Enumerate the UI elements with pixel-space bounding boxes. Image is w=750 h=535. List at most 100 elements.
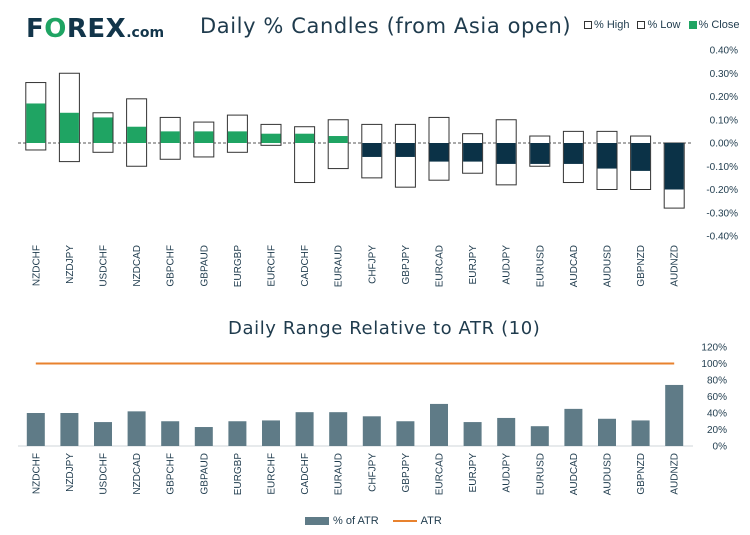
candle-close-eurcad: [429, 143, 449, 162]
x-label-audnzd: AUDNZD: [670, 453, 681, 495]
atr-chart-title: Daily Range Relative to ATR (10): [228, 318, 541, 339]
x-label-eurgbp: EURGBP: [233, 453, 244, 496]
x-label-gbpaud: GBPAUD: [199, 453, 210, 495]
x-label-nzdjpy: NZDJPY: [65, 245, 76, 284]
legend-swatch-pct-atr: [305, 517, 329, 525]
atr-bar-cadchf: [295, 412, 314, 446]
atr-bar-eurcad: [430, 403, 448, 446]
x-label-cadchf: CADCHF: [300, 245, 311, 287]
y-tick-label: 0.00%: [710, 139, 738, 150]
candles-chart-title: Daily % Candles (from Asia open): [200, 14, 572, 38]
candle-close-gbpjpy: [395, 143, 415, 157]
y-tick-label: 120%: [701, 343, 727, 354]
x-label-audusd: AUDUSD: [603, 453, 614, 495]
x-label-nzdjpy: NZDJPY: [65, 453, 76, 492]
candle-close-cadchf: [295, 133, 315, 143]
y-tick-label: 0.30%: [710, 69, 738, 80]
atr-bar-audusd: [598, 418, 616, 446]
candle-range-euraud: [327, 119, 349, 170]
candle-close-eurchf: [261, 133, 281, 143]
x-label-usdchf: USDCHF: [99, 245, 110, 287]
candle-close-eurjpy: [463, 143, 483, 162]
candle-close-chfjpy: [362, 143, 382, 157]
x-label-audusd: AUDUSD: [603, 245, 614, 287]
legend-item-pct-atr: % of ATR: [305, 515, 379, 527]
candle-close-audnzd: [664, 143, 684, 190]
x-label-nzdchf: NZDCHF: [31, 453, 42, 494]
x-label-audcad: AUDCAD: [569, 245, 580, 287]
x-label-audjpy: AUDJPY: [502, 453, 513, 493]
x-label-gbpaud: GBPAUD: [199, 245, 210, 287]
x-label-eurchf: EURCHF: [267, 453, 278, 495]
y-tick-label: -0.40%: [706, 232, 738, 243]
x-label-nzdcad: NZDCAD: [132, 453, 143, 495]
candle-close-audcad: [563, 143, 583, 164]
atr-bar-euraud: [329, 412, 348, 446]
x-label-eurjpy: EURJPY: [468, 245, 479, 285]
forex-logo: FOREX.com: [26, 14, 165, 44]
atr-bar-nzdcad: [127, 411, 146, 446]
x-label-audcad: AUDCAD: [569, 453, 580, 495]
y-tick-label: 0.10%: [710, 115, 738, 126]
x-label-chfjpy: CHFJPY: [367, 453, 378, 492]
atr-bar-nzdjpy: [60, 413, 79, 446]
y-tick-label: 0%: [713, 442, 728, 453]
y-tick-label: -0.10%: [706, 162, 738, 173]
candle-close-audusd: [597, 143, 617, 169]
candle-close-gbpnzd: [631, 143, 651, 171]
x-label-euraud: EURAUD: [334, 245, 345, 287]
candle-close-nzdjpy: [59, 112, 79, 143]
y-tick-label: 0.40%: [710, 46, 738, 57]
candles-chart: 0.40% 0.30% 0.20% 0.10% 0.00% -0.10% -0.20% -0.…: [18, 46, 738, 288]
atr-bar-eurchf: [262, 420, 280, 446]
x-label-eurgbp: EURGBP: [233, 245, 244, 288]
atr-bar-gbpaud: [194, 427, 213, 446]
x-label-usdchf: USDCHF: [99, 453, 110, 495]
x-label-eurchf: EURCHF: [267, 245, 278, 287]
atr-bar-chfjpy: [362, 416, 381, 446]
candle-close-nzdchf: [26, 103, 46, 143]
legend-swatch-close: [688, 21, 697, 29]
candle-close-eurgbp: [227, 131, 247, 143]
y-tick-label: -0.20%: [706, 185, 738, 196]
atr-bar-gbpnzd: [631, 420, 650, 446]
y-tick-label: 20%: [707, 425, 727, 436]
atr-bar-eurjpy: [463, 422, 482, 446]
candle-close-gbpaud: [194, 131, 214, 143]
atr-bar-gbpjpy: [396, 421, 415, 446]
x-label-gbpnzd: GBPNZD: [636, 453, 647, 495]
y-tick-label: 0.20%: [710, 92, 738, 103]
atr-legend: % of ATR ATR: [305, 515, 442, 527]
y-tick-label: 100%: [701, 359, 727, 370]
x-label-eurusd: EURUSD: [535, 453, 546, 495]
atr-bar-nzdchf: [26, 413, 45, 446]
legend-item-high: % High: [584, 19, 629, 31]
atr-bar-audjpy: [497, 417, 516, 446]
x-label-chfjpy: CHFJPY: [367, 245, 378, 284]
x-label-gbpjpy: GBPJPY: [401, 453, 412, 493]
legend-swatch-high: [584, 21, 592, 29]
x-label-cadchf: CADCHF: [300, 453, 311, 495]
atr-bar-eurgbp: [228, 421, 247, 446]
x-label-gbpchf: GBPCHF: [166, 453, 177, 495]
atr-bar-eurusd: [530, 426, 549, 446]
x-label-euraud: EURAUD: [334, 453, 345, 495]
candle-close-usdchf: [93, 117, 113, 143]
x-label-audnzd: AUDNZD: [670, 245, 681, 287]
x-label-nzdcad: NZDCAD: [132, 245, 143, 287]
legend-item-low: % Low: [637, 19, 681, 31]
x-label-gbpnzd: GBPNZD: [636, 245, 647, 287]
x-label-gbpchf: GBPCHF: [166, 245, 177, 287]
candle-close-eurusd: [530, 143, 550, 164]
atr-bar-audnzd: [665, 384, 684, 446]
candle-close-audjpy: [496, 143, 516, 164]
candle-close-euraud: [328, 136, 348, 143]
legend-swatch-low: [637, 21, 646, 29]
y-tick-label: 40%: [707, 409, 727, 420]
atr-bar-usdchf: [94, 422, 112, 446]
y-tick-label: -0.30%: [706, 208, 738, 219]
y-tick-label: 60%: [707, 392, 727, 403]
x-label-eurjpy: EURJPY: [468, 453, 479, 493]
candle-close-gbpchf: [160, 131, 180, 143]
